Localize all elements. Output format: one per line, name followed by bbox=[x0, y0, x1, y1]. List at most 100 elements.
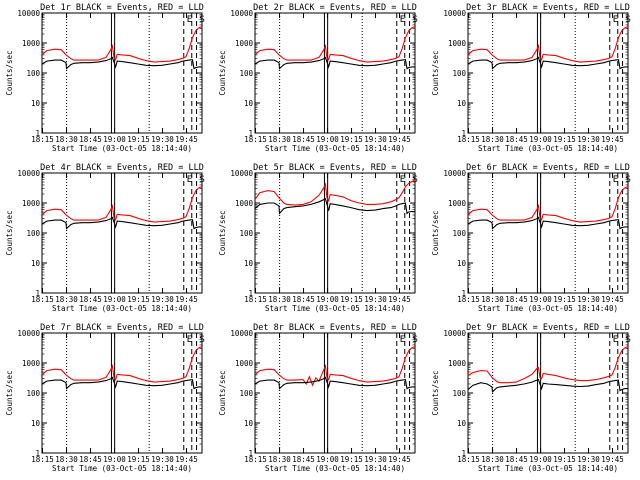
y-tick-label: 1 bbox=[35, 289, 40, 298]
y-tick-label: 100 bbox=[239, 389, 253, 398]
bracket-label: S bbox=[413, 335, 418, 345]
y-tick-label: 10000 bbox=[443, 9, 466, 18]
plot-frame bbox=[254, 332, 416, 454]
y-tick-label: 10 bbox=[244, 99, 254, 108]
events-series-line bbox=[41, 56, 202, 70]
events-series-line bbox=[467, 216, 628, 230]
x-tick-label: 19:00 bbox=[316, 135, 339, 144]
x-axis-label: Start Time (03-Oct-05 18:14:40) bbox=[52, 304, 192, 313]
x-tick-label: 19:30 bbox=[151, 295, 174, 304]
y-tick-label: 10 bbox=[31, 419, 41, 428]
events-series-line bbox=[41, 216, 202, 230]
y-tick-label: 10000 bbox=[17, 9, 40, 18]
x-tick-label: 19:00 bbox=[529, 135, 552, 144]
bracket-label: E bbox=[400, 175, 405, 185]
x-tick-label: 19:45 bbox=[175, 135, 198, 144]
events-series-line bbox=[254, 376, 415, 390]
events-series-line bbox=[254, 56, 415, 70]
x-axis-label: Start Time (03-Oct-05 18:14:40) bbox=[265, 144, 405, 153]
y-axis-label: Counts/sec bbox=[5, 370, 14, 415]
x-tick-label: 18:15 bbox=[457, 455, 480, 464]
bracket-label: E bbox=[187, 15, 192, 25]
panel-title: Det 4r BLACK = Events, RED = LLD bbox=[40, 163, 204, 173]
y-tick-label: 1000 bbox=[22, 359, 41, 368]
plot-frame bbox=[41, 172, 203, 294]
x-tick-label: 18:30 bbox=[481, 455, 504, 464]
bracket-label: S bbox=[200, 15, 205, 25]
y-tick-label: 1 bbox=[248, 449, 253, 458]
x-tick-label: 18:45 bbox=[505, 455, 528, 464]
y-tick-label: 1 bbox=[461, 449, 466, 458]
panel-title: Det 5r BLACK = Events, RED = LLD bbox=[253, 163, 417, 173]
y-tick-label: 100 bbox=[452, 69, 466, 78]
y-tick-label: 10000 bbox=[17, 329, 40, 338]
plot-frame bbox=[41, 332, 203, 454]
x-tick-label: 19:15 bbox=[127, 135, 150, 144]
x-tick-label: 19:30 bbox=[364, 135, 387, 144]
x-tick-label: 18:15 bbox=[31, 135, 54, 144]
y-tick-label: 10000 bbox=[443, 169, 466, 178]
y-tick-label: 1000 bbox=[448, 39, 467, 48]
lld-series-line bbox=[467, 186, 629, 223]
plot-frame bbox=[467, 172, 629, 294]
y-axis-label: Counts/sec bbox=[5, 210, 14, 255]
y-axis-label: Counts/sec bbox=[431, 370, 440, 415]
y-tick-label: 10000 bbox=[443, 329, 466, 338]
plot-frame bbox=[41, 12, 203, 134]
bracket-label: E bbox=[400, 335, 405, 345]
lld-series-line bbox=[41, 346, 203, 383]
x-tick-label: 19:30 bbox=[577, 295, 600, 304]
x-tick-label: 18:45 bbox=[79, 295, 102, 304]
panel-title: Det 9r BLACK = Events, RED = LLD bbox=[466, 323, 630, 333]
bracket-label: S bbox=[413, 15, 418, 25]
x-tick-label: 18:45 bbox=[505, 135, 528, 144]
y-tick-label: 1 bbox=[35, 449, 40, 458]
events-series-line bbox=[467, 378, 628, 393]
panel-title: Det 3r BLACK = Events, RED = LLD bbox=[466, 3, 630, 13]
x-tick-label: 19:15 bbox=[127, 455, 150, 464]
plot-frame bbox=[467, 332, 629, 454]
plot-frame bbox=[254, 12, 416, 134]
y-tick-label: 10 bbox=[244, 419, 254, 428]
x-tick-label: 19:00 bbox=[316, 295, 339, 304]
x-tick-label: 19:30 bbox=[364, 295, 387, 304]
bracket-label: S bbox=[626, 175, 631, 185]
x-tick-label: 18:15 bbox=[31, 455, 54, 464]
y-tick-label: 100 bbox=[26, 389, 40, 398]
y-tick-label: 10 bbox=[457, 99, 467, 108]
panel-title: Det 8r BLACK = Events, RED = LLD bbox=[253, 323, 417, 333]
y-axis-label: Counts/sec bbox=[431, 210, 440, 255]
x-tick-label: 19:45 bbox=[175, 455, 198, 464]
x-tick-label: 18:30 bbox=[55, 135, 78, 144]
x-tick-label: 18:45 bbox=[79, 135, 102, 144]
x-axis-label: Start Time (03-Oct-05 18:14:40) bbox=[478, 464, 618, 473]
plot-frame bbox=[254, 172, 416, 294]
y-tick-label: 1 bbox=[35, 129, 40, 138]
panel-title: Det 2r BLACK = Events, RED = LLD bbox=[253, 3, 417, 13]
panel-title: Det 6r BLACK = Events, RED = LLD bbox=[466, 163, 630, 173]
lld-series-line bbox=[254, 346, 416, 387]
y-tick-label: 1000 bbox=[448, 199, 467, 208]
x-tick-label: 18:45 bbox=[292, 295, 315, 304]
detector-panel-8: Det 8r BLACK = Events, RED = LLD 1 10 100 10… bbox=[218, 323, 418, 473]
y-tick-label: 100 bbox=[239, 69, 253, 78]
x-tick-label: 19:30 bbox=[577, 135, 600, 144]
x-tick-label: 18:15 bbox=[244, 295, 267, 304]
x-axis-label: Start Time (03-Oct-05 18:14:40) bbox=[52, 144, 192, 153]
plot-frame bbox=[467, 12, 629, 134]
x-tick-label: 19:30 bbox=[577, 455, 600, 464]
detector-panel-7: Det 7r BLACK = Events, RED = LLD 1 10 100 10… bbox=[5, 323, 205, 473]
y-axis-label: Counts/sec bbox=[218, 370, 227, 415]
x-tick-label: 19:15 bbox=[553, 295, 576, 304]
x-tick-label: 18:30 bbox=[268, 135, 291, 144]
y-tick-label: 100 bbox=[452, 389, 466, 398]
y-tick-label: 100 bbox=[26, 229, 40, 238]
y-tick-label: 10 bbox=[244, 259, 254, 268]
panel-title: Det 7r BLACK = Events, RED = LLD bbox=[40, 323, 204, 333]
y-tick-label: 10 bbox=[457, 419, 467, 428]
x-tick-label: 19:15 bbox=[127, 295, 150, 304]
y-tick-label: 1 bbox=[248, 289, 253, 298]
y-axis-label: Counts/sec bbox=[218, 50, 227, 95]
lld-series-line bbox=[467, 346, 629, 384]
